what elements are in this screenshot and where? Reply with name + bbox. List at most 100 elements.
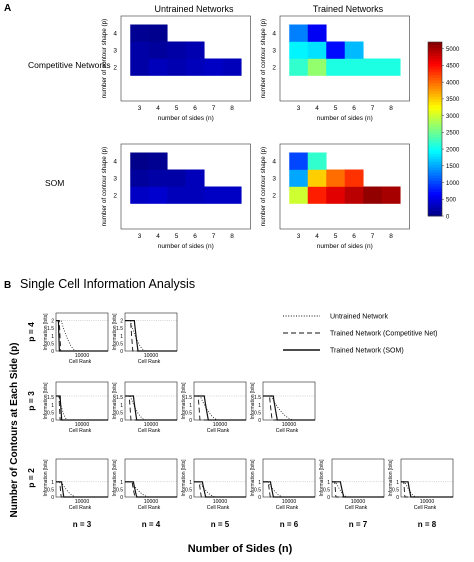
subplot-y-tick: 0 (51, 349, 54, 355)
heatmap-x-tick: 5 (334, 233, 338, 240)
colorbar-segment (428, 180, 442, 184)
heatmap-cell (326, 41, 346, 59)
heatmap-cell (185, 58, 205, 76)
col-label-n6: n = 6 (280, 520, 299, 529)
series-solid (263, 481, 315, 498)
heatmap-ylabel: number of contour shape (p) (101, 147, 108, 226)
subplot-frame (262, 381, 316, 421)
series-solid (125, 395, 177, 421)
heatmap-cell (326, 169, 346, 187)
series-dashed (401, 481, 453, 498)
series-dotted (332, 481, 384, 498)
colorbar-segment (428, 131, 442, 135)
colorbar-segment (428, 74, 442, 78)
col-label-n4: n = 4 (142, 520, 161, 529)
panel-b-xlabel: Number of Sides (n) (188, 543, 293, 555)
series-dotted (194, 481, 246, 498)
heatmap-cell (307, 186, 327, 204)
subplot-y-tick: 2 (120, 319, 123, 325)
colorbar-segment (428, 188, 442, 192)
colorbar-segment (428, 137, 442, 141)
subplot-y-tick: 0.5 (47, 410, 54, 416)
colorbar-segment (428, 58, 442, 62)
heatmap-y-tick: 2 (272, 65, 276, 72)
heatmap-cell (307, 152, 327, 170)
colorbar-segment (428, 167, 442, 171)
panel-a-label: A (4, 3, 11, 14)
colorbar-segment (428, 107, 442, 111)
colorbar-segment (428, 186, 442, 190)
heatmap-cell (148, 186, 168, 204)
heatmap-cell (289, 41, 309, 59)
heatmap-y-tick: 2 (113, 193, 117, 200)
heatmap-x-tick: 4 (315, 105, 319, 112)
heatmap-x-tick: 7 (371, 233, 375, 240)
heatmap-cell (344, 169, 364, 187)
series-solid (401, 481, 453, 498)
subplot-ylabel: Information [bits] (181, 459, 187, 497)
heatmap-x-tick: 6 (193, 233, 197, 240)
colorbar-segment (428, 63, 442, 67)
heatmap-cell (167, 58, 187, 76)
heatmap-cell (148, 169, 168, 187)
subplot-y-tick: 1 (189, 403, 192, 409)
col-title-trained: Trained Networks (313, 4, 384, 14)
series-dashed (332, 481, 384, 498)
col-label-n3: n = 3 (73, 520, 92, 529)
heatmap-cell (222, 186, 242, 204)
heatmap-cell (344, 186, 364, 204)
row-label-som: SOM (45, 178, 64, 188)
series-solid (263, 395, 315, 421)
heatmap-x-tick: 3 (138, 233, 142, 240)
colorbar-segment (428, 175, 442, 179)
heatmap-cell (185, 186, 205, 204)
subplot-xlabel: Cell Rank (414, 505, 437, 511)
subplot-xlabel: Cell Rank (69, 359, 92, 365)
colorbar-segment (428, 194, 442, 198)
subplot-ylabel: Information [bits] (43, 313, 49, 351)
colorbar-segment (428, 164, 442, 168)
subplot-y-tick: 1 (51, 480, 54, 486)
heatmap-cell (167, 169, 187, 187)
subplot-y-tick: 2 (51, 319, 54, 325)
subplot-ylabel: Information [bits] (112, 313, 118, 351)
colorbar-segment (428, 145, 442, 149)
colorbar-tick-label: 0 (446, 214, 450, 220)
colorbar-tick-label: 2000 (446, 147, 460, 153)
colorbar-segment (428, 156, 442, 160)
row-label-p2: p = 2 (26, 468, 36, 488)
series-dotted (194, 395, 246, 421)
subplot-x-tick: 10000 (213, 499, 228, 505)
heatmap-y-tick: 4 (113, 31, 117, 38)
series-solid (56, 395, 108, 421)
heatmap-x-tick: 3 (297, 105, 301, 112)
subplot-xlabel: Cell Rank (276, 428, 299, 434)
colorbar-segment (428, 101, 442, 105)
heatmap-y-tick: 2 (272, 193, 276, 200)
panel-b-title: Single Cell Information Analysis (20, 277, 195, 291)
colorbar-tick-label: 500 (446, 198, 457, 204)
heatmap-xlabel: number of sides (n) (317, 115, 373, 122)
heatmap-cell (130, 186, 150, 204)
heatmap-y-tick: 3 (113, 48, 117, 55)
series-dashed (56, 395, 108, 421)
heatmap-x-tick: 3 (138, 105, 142, 112)
colorbar-segment (428, 210, 442, 214)
colorbar-segment (428, 134, 442, 138)
colorbar-segment (428, 80, 442, 84)
heatmap-cell (363, 58, 383, 76)
subplot-x-tick: 10000 (75, 353, 90, 359)
panel-b-ylabel: Number of Contours at Each Side (p) (9, 342, 20, 517)
subplot-x-tick: 10000 (144, 422, 159, 428)
heatmap-cell (326, 186, 346, 204)
heatmap-cell (289, 186, 309, 204)
subplot-y-tick: 0.5 (185, 487, 192, 493)
colorbar-segment (428, 69, 442, 73)
colorbar-tick-label: 5000 (446, 47, 460, 53)
heatmap-cell (167, 186, 187, 204)
subplot-y-tick: 0 (327, 495, 330, 501)
subplot-y-tick: 1 (120, 403, 123, 409)
